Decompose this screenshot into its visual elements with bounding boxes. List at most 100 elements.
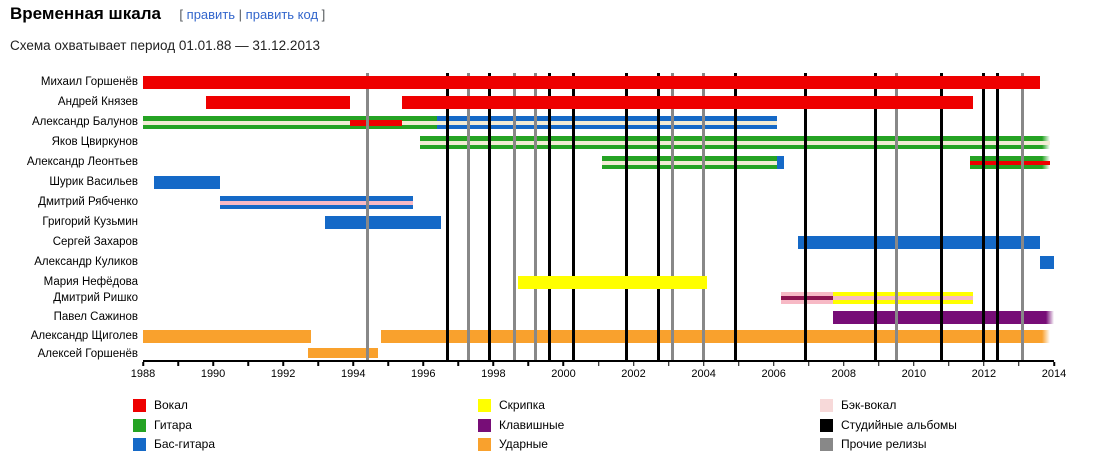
- other-release-line: [894, 73, 898, 360]
- member-name: Александр Леонтьев: [26, 156, 138, 168]
- axis-tick: [667, 362, 670, 366]
- axis-tick-label: 1996: [411, 368, 436, 380]
- page-title: Временная шкала: [10, 4, 161, 23]
- timeline-bar: [307, 348, 378, 358]
- legend-label: Гитара: [154, 417, 192, 432]
- axis-tick: [597, 362, 600, 366]
- studio-album-line: [940, 73, 944, 360]
- studio-album-line: [625, 73, 629, 360]
- timeline-bar: [517, 276, 708, 289]
- x-axis: 1988 1990 1992 1994 1996 1998 2000 2002 2004 2006…: [131, 360, 1066, 386]
- legend-label: Прочие релизы: [841, 437, 927, 451]
- yellow-legend-swatch: [478, 399, 491, 412]
- legend-item: Бас-гитара: [133, 438, 215, 451]
- black-legend-swatch: [820, 418, 833, 432]
- axis-tick: [352, 362, 354, 366]
- timeline-bar: [143, 76, 1040, 89]
- axis-tick-label: 2008: [831, 368, 857, 380]
- axis-tick: [492, 362, 495, 366]
- member-name: Александр Куликов: [34, 256, 138, 268]
- period-subtitle: Схема охватывает период 01.01.88 — 31.12…: [10, 38, 320, 53]
- axis-tick: [142, 362, 144, 366]
- timeline-bar: [602, 156, 778, 169]
- member-names-column: Михаил Горшенёв Андрей Князев Александр Ба…: [0, 0, 138, 380]
- timeline-bar: [1039, 256, 1054, 269]
- studio-album-line: [803, 73, 807, 360]
- legend-label: Вокал: [154, 398, 188, 412]
- section-header: Временная шкала [ править | править код …: [10, 4, 325, 24]
- axis-tick-label: 2004: [691, 368, 716, 380]
- blue-legend-swatch: [133, 438, 146, 451]
- axis-tick-label: 2006: [761, 368, 786, 380]
- axis-tick-label: 2000: [551, 368, 576, 380]
- edit-code-link[interactable]: править код: [245, 7, 319, 22]
- timeline-bar: [220, 196, 413, 209]
- axis-tick-label: 1992: [270, 368, 296, 380]
- member-name: Мария Нефёдова: [43, 276, 138, 288]
- legend: Вокал Гитара Бас-гитара Скрипка Клавишные Уда…: [0, 399, 1098, 469]
- axis-tick: [948, 362, 950, 366]
- timeline-bar: [143, 330, 312, 343]
- timeline-bar: [143, 116, 438, 129]
- legend-label: Бас-гитара: [154, 437, 216, 451]
- axis-tick-label: 1988: [130, 368, 156, 380]
- studio-album-line: [733, 73, 737, 360]
- other-release-line: [512, 73, 516, 360]
- timeline-bar: [777, 156, 785, 169]
- bar-stripe: [833, 296, 974, 300]
- timeline-bar: [437, 116, 778, 129]
- axis-tick: [807, 362, 810, 366]
- studio-album-line: [873, 73, 877, 360]
- legend-item: Гитара: [133, 417, 215, 432]
- other-release-line: [365, 73, 369, 360]
- axis-tick: [913, 362, 915, 366]
- studio-album-line: [996, 73, 1000, 360]
- axis-tick: [702, 362, 705, 366]
- timeline-bar: [153, 176, 221, 189]
- timeline-bar: [833, 292, 974, 304]
- axis-tick-label: 1994: [340, 368, 366, 380]
- plot-area: [143, 73, 1054, 360]
- axis-tick: [878, 362, 880, 366]
- axis-tick-label: 1990: [200, 368, 226, 380]
- legend-item: Бэк-вокал: [820, 399, 957, 412]
- axis-tick: [527, 362, 530, 366]
- timeline-bar: [206, 96, 350, 109]
- bracket-open: [: [179, 7, 184, 22]
- member-name: Шурик Васильев: [49, 176, 138, 188]
- axis-tick-label: 2010: [901, 368, 927, 380]
- member-name: Андрей Князев: [57, 96, 138, 108]
- axis-tick: [1053, 362, 1055, 366]
- axis-tick: [562, 362, 565, 366]
- axis-tick: [247, 362, 249, 366]
- other-release-line: [702, 73, 706, 360]
- lightpink-legend-swatch: [820, 399, 833, 412]
- edit-separator: |: [235, 7, 246, 22]
- axis-tick: [457, 362, 460, 366]
- timeline-bar: [381, 330, 1051, 343]
- timeline-bar: [325, 216, 441, 229]
- axis-tick-label: 1998: [481, 368, 506, 380]
- legend-label: Клавишные: [499, 417, 565, 432]
- axis-tick-label: 2012: [971, 368, 997, 380]
- edit-link[interactable]: править: [186, 7, 236, 22]
- legend-item: Скрипка: [478, 399, 564, 412]
- green-legend-swatch: [133, 418, 146, 432]
- legend-label: Бэк-вокал: [841, 398, 897, 412]
- bar-stripe: [602, 160, 778, 165]
- timeline-bar: [349, 119, 403, 126]
- member-name: Яков Цвиркунов: [51, 136, 138, 148]
- legend-item: Ударные: [478, 438, 564, 451]
- timeline-bar: [798, 236, 1040, 249]
- studio-album-line: [446, 73, 450, 360]
- bar-stripe: [969, 160, 1051, 165]
- member-name: Алексей Горшенёв: [37, 348, 138, 360]
- legend-item: Прочие релизы: [820, 438, 957, 451]
- axis-tick: [632, 362, 635, 366]
- legend-label: Студийные альбомы: [841, 417, 957, 432]
- orange-legend-swatch: [478, 438, 491, 451]
- axis-tick: [737, 362, 740, 366]
- other-release-line: [467, 73, 471, 360]
- axis-tick: [177, 362, 179, 366]
